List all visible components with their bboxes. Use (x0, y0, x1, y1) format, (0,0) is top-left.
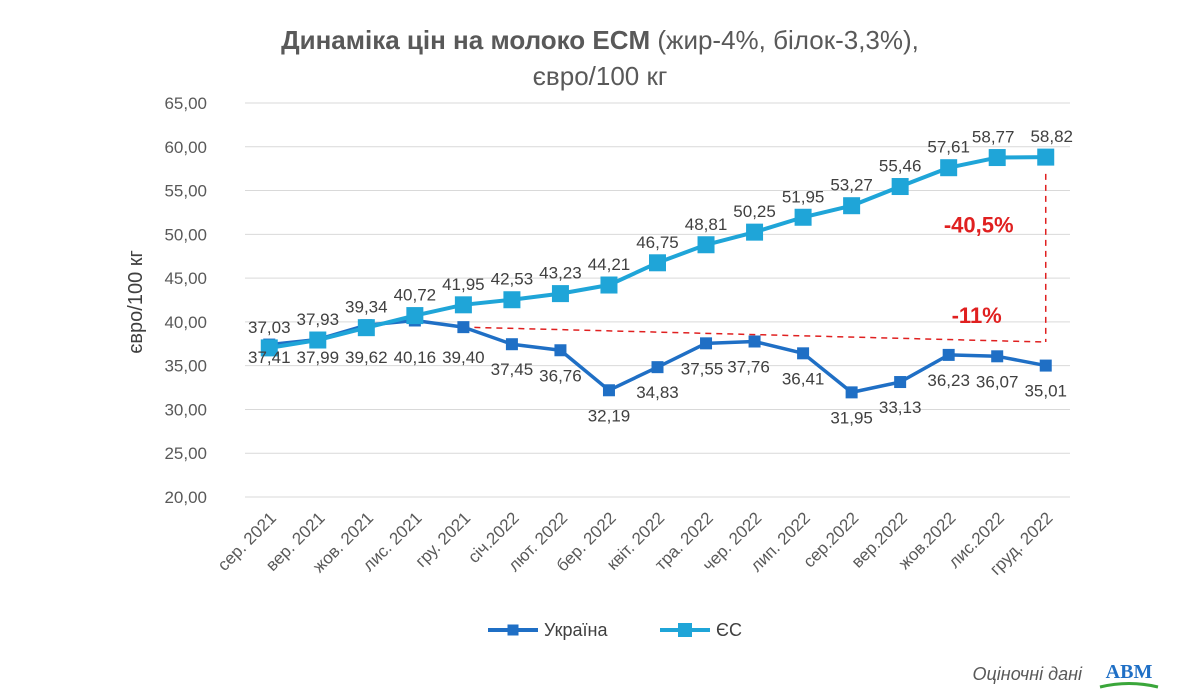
y-tick-label: 65,00 (164, 94, 207, 113)
y-tick-label: 20,00 (164, 488, 207, 507)
marker-eu (260, 339, 278, 357)
data-label-eu: 43,23 (539, 264, 582, 283)
marker-ukraine (845, 386, 858, 399)
marker-ukraine (991, 350, 1004, 363)
y-tick-label: 25,00 (164, 444, 207, 463)
y-axis-ticks: 20,00 25,00 30,00 35,00 40,00 45,00 50,00 55,00… (164, 94, 207, 507)
data-labels: 37,03 37,93 39,34 40,72 41,95 42,53 43,23 44,21… (248, 127, 1073, 427)
data-label-ukraine: 34,83 (636, 383, 679, 402)
data-label-ukraine: 37,41 (248, 348, 291, 367)
title-bold: Динаміка цін на молоко ECM (281, 25, 651, 55)
marker-ukraine (457, 321, 470, 334)
y-tick-label: 55,00 (164, 182, 207, 201)
title-rest: (жир-4%, білок-3,3%), (650, 25, 919, 55)
annotations: -40,5% -11% (463, 173, 1047, 343)
marker-eu (697, 236, 715, 254)
marker-ukraine (602, 384, 615, 397)
avm-logo: АВМ (1099, 661, 1159, 689)
y-tick-label: 45,00 (164, 269, 207, 288)
data-label-eu: 48,81 (685, 215, 728, 234)
data-label-ukraine: 39,62 (345, 348, 388, 367)
marker-eu (794, 208, 812, 226)
logo-text: АВМ (1106, 661, 1153, 683)
data-label-ukraine: 36,41 (782, 369, 825, 388)
legend-item-eu-label: ЄС (716, 620, 742, 640)
chart-title: Динаміка цін на молоко ECM (жир-4%, біло… (0, 22, 1200, 94)
data-label-ukraine: 31,95 (830, 408, 873, 427)
marker-ukraine (748, 335, 761, 348)
marker-eu (551, 285, 569, 303)
data-label-eu: 55,46 (879, 157, 922, 176)
data-label-eu: 46,75 (636, 233, 679, 252)
y-axis-label: євро/100 кг (125, 250, 147, 354)
data-label-eu: 42,53 (491, 270, 534, 289)
data-label-ukraine: 39,40 (442, 348, 485, 367)
annotation-eu-gap: -40,5% (944, 213, 1014, 238)
annotation-ukraine-change: -11% (952, 303, 1002, 328)
marker-ukraine (505, 338, 518, 351)
data-label-ukraine: 32,19 (588, 406, 631, 425)
legend-item-ukraine-marker (507, 624, 519, 636)
data-label-eu: 57,61 (927, 138, 970, 157)
data-label-eu: 41,95 (442, 275, 485, 294)
data-label-ukraine: 37,99 (297, 348, 340, 367)
data-label-ukraine: 37,76 (727, 358, 770, 377)
y-tick-label: 50,00 (164, 225, 207, 244)
y-tick-label: 40,00 (164, 313, 207, 332)
data-label-eu: 50,25 (733, 202, 776, 221)
series-line-eu (268, 155, 1046, 350)
marker-ukraine (942, 348, 955, 361)
marker-eu (406, 307, 424, 325)
marker-ukraine (651, 361, 664, 374)
data-label-ukraine: 37,45 (491, 360, 534, 379)
data-label-eu: 44,21 (588, 255, 631, 274)
estimate-note: Оціночні дані (972, 664, 1083, 684)
data-label-ukraine: 36,76 (539, 366, 582, 385)
data-label-ukraine: 33,13 (879, 398, 922, 417)
marker-ukraine (894, 376, 907, 389)
data-label-eu: 39,34 (345, 298, 388, 317)
y-tick-label: 60,00 (164, 138, 207, 157)
data-label-ukraine: 36,23 (927, 371, 970, 390)
title-line2: євро/100 кг (532, 61, 668, 91)
marker-eu (309, 331, 327, 349)
trend-line-ukraine (463, 326, 1046, 343)
data-label-eu: 58,77 (972, 128, 1015, 147)
marker-eu (357, 319, 375, 337)
data-label-ukraine: 36,07 (976, 372, 1019, 391)
data-label-eu: 53,27 (830, 176, 873, 195)
marker-ukraine (700, 337, 713, 350)
marker-eu (940, 159, 958, 177)
data-label-ukraine: 40,16 (394, 348, 437, 367)
marker-ukraine (1039, 359, 1052, 372)
marker-eu (454, 296, 472, 314)
marker-eu (1037, 148, 1055, 166)
series (260, 148, 1055, 399)
marker-ukraine (797, 347, 810, 360)
legend: Україна ЄС (488, 620, 742, 640)
data-label-eu: 51,95 (782, 187, 825, 206)
marker-eu (746, 223, 764, 241)
marker-eu (503, 291, 521, 309)
data-label-eu: 40,72 (394, 286, 437, 305)
data-label-eu: 37,03 (248, 318, 291, 337)
data-label-ukraine: 35,01 (1024, 382, 1067, 401)
marker-eu (891, 178, 909, 196)
marker-eu (600, 276, 618, 294)
marker-eu (649, 254, 666, 272)
y-tick-label: 30,00 (164, 400, 207, 419)
y-tick-label: 35,00 (164, 357, 207, 376)
legend-item-ukraine-label: Україна (544, 620, 608, 640)
marker-ukraine (554, 344, 567, 357)
marker-eu (843, 197, 861, 215)
data-label-eu: 58,82 (1030, 127, 1073, 146)
data-label-ukraine: 37,55 (681, 359, 724, 378)
legend-item-eu-marker (678, 623, 692, 637)
marker-eu (988, 149, 1006, 167)
data-label-eu: 37,93 (297, 310, 340, 329)
